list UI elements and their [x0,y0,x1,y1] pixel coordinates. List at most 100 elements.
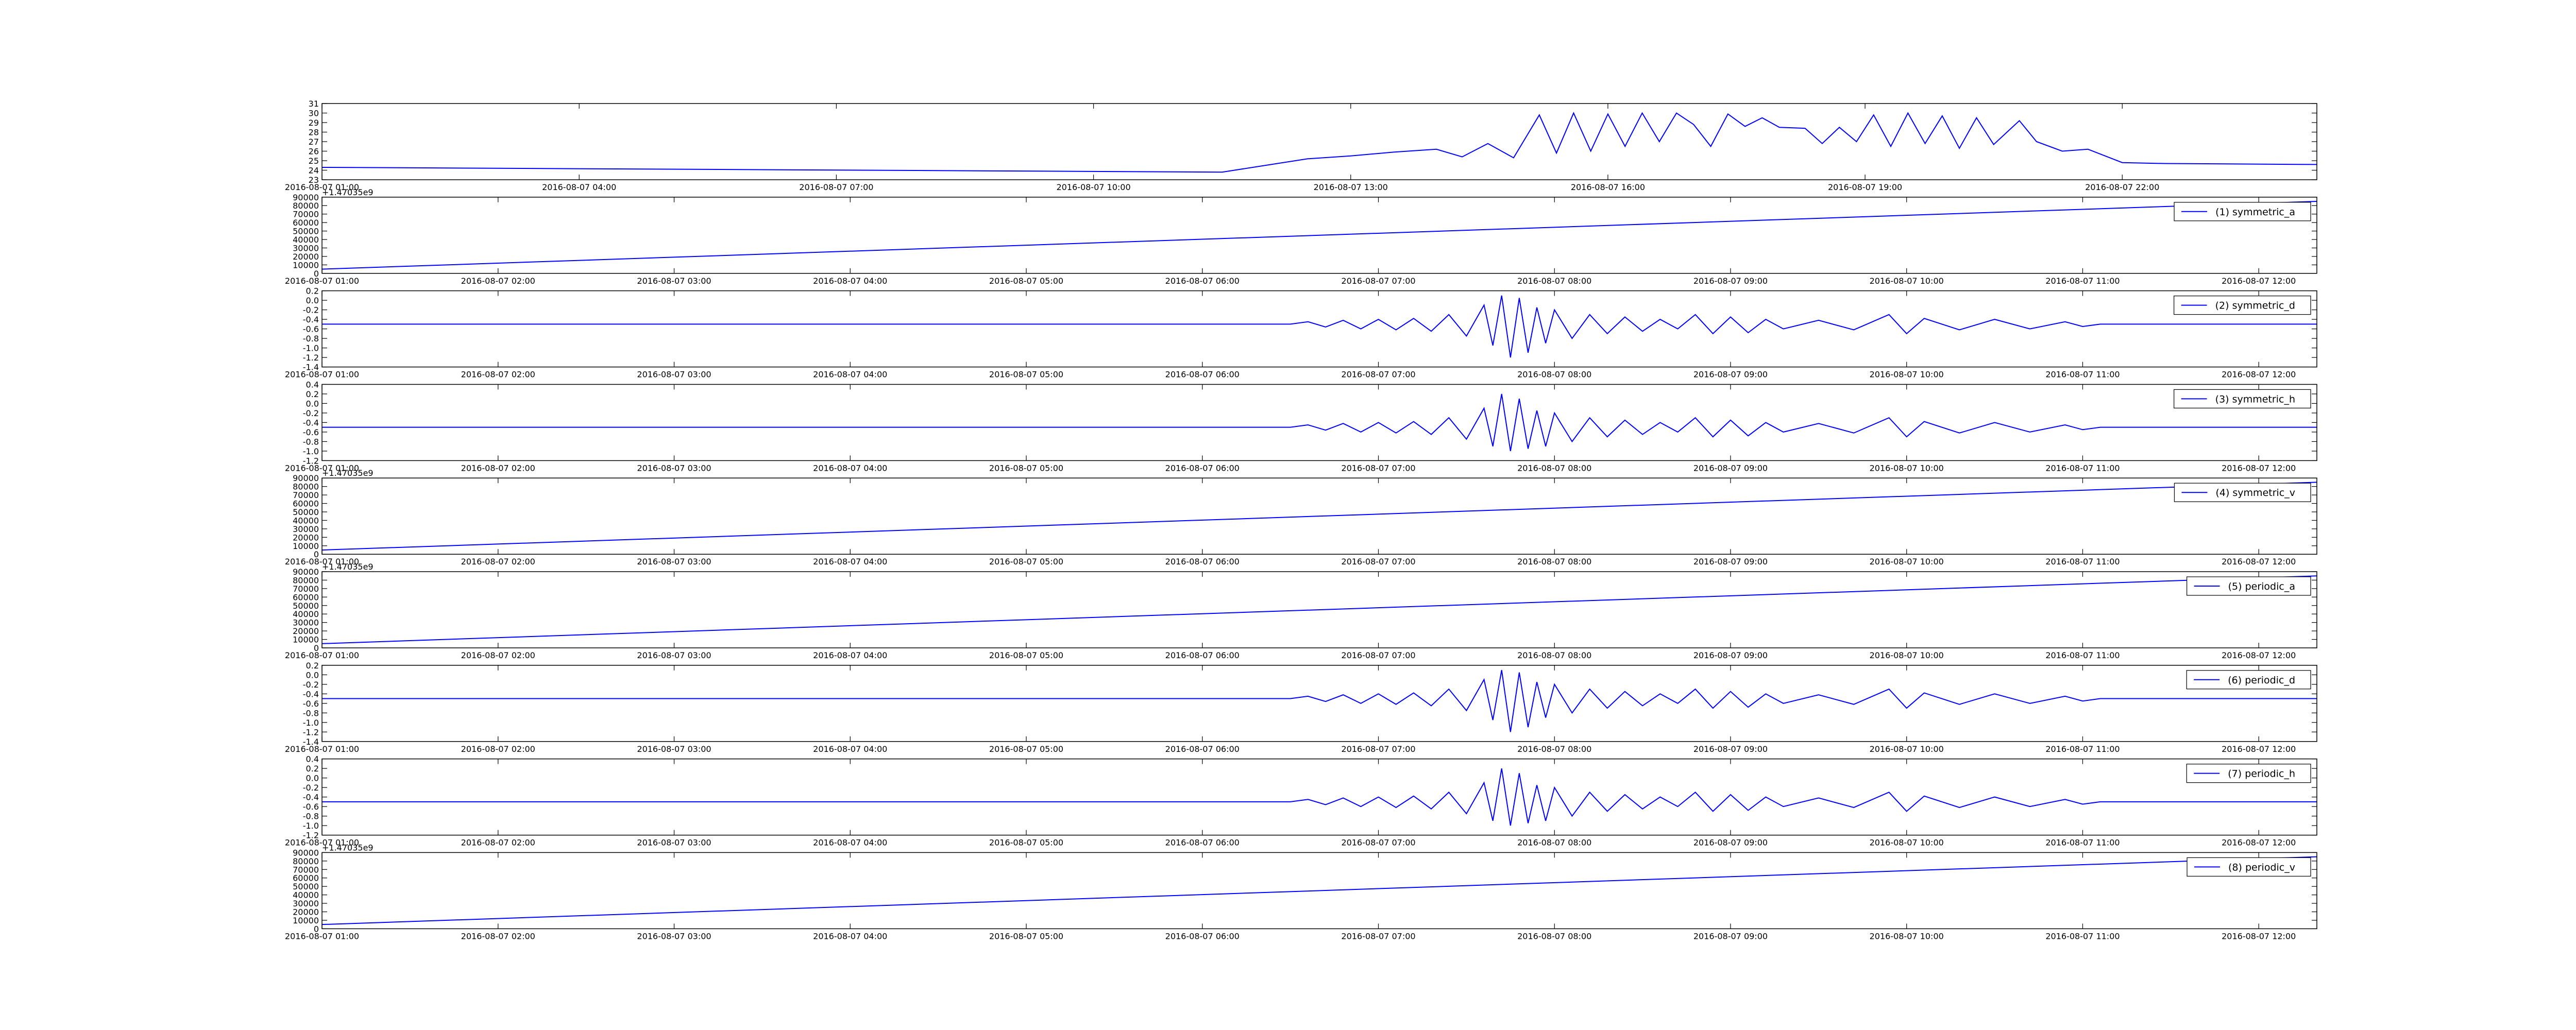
x-tick-label: 2016-08-07 09:00 [1693,650,1768,660]
axis-offset-label: +1.47035e9 [322,562,374,572]
axis-offset-label: +1.47035e9 [322,187,374,197]
x-tick-label: 2016-08-07 03:00 [637,276,711,286]
y-tick-label: 20000 [293,626,319,636]
x-tick-label: 2016-08-07 07:00 [1341,557,1415,566]
x-tick-label: 2016-08-07 08:00 [1517,463,1591,473]
y-tick-label: -0.6 [303,427,319,437]
y-tick-label: 0.4 [306,754,319,764]
x-tick-label: 2016-08-07 01:00 [285,463,359,473]
y-tick-label: 60000 [293,499,319,509]
x-tick-label: 2016-08-07 04:00 [813,744,887,754]
x-tick-label: 2016-08-07 05:00 [989,931,1063,941]
x-tick-label: 2016-08-07 09:00 [1693,370,1768,380]
x-tick-label: 2016-08-07 12:00 [2222,276,2296,286]
x-tick-label: 2016-08-07 09:00 [1693,557,1768,566]
legend-label: (2) symmetric_d [2215,300,2295,312]
subplot: -1.2-1.0-0.8-0.6-0.4-0.20.00.20.4 2016-08… [285,380,2317,473]
x-tick-label: 2016-08-07 09:00 [1693,276,1768,286]
x-tick-label: 2016-08-07 10:00 [1870,276,1944,286]
y-tick-label: 80000 [293,575,319,585]
x-tick-label: 2016-08-07 07:00 [1341,463,1415,473]
x-tick-label: 2016-08-07 12:00 [2222,557,2296,566]
x-tick-label: 2016-08-07 06:00 [1165,276,1240,286]
y-tick-label: 10000 [293,635,319,645]
subplot: -1.4-1.2-1.0-0.8-0.6-0.4-0.20.00.2 2016-0… [285,661,2317,754]
y-tick-label: 40000 [293,516,319,525]
x-tick-label: 2016-08-07 03:00 [637,650,711,660]
y-tick-label: -0.8 [303,812,319,821]
y-tick-label: 80000 [293,201,319,211]
y-tick-label: -0.2 [303,783,319,793]
legend: (1) symmetric_a [2174,202,2311,221]
y-tick-label: -1.2 [303,456,319,466]
y-tick-label: 0 [314,269,319,279]
series-line [322,768,2317,826]
y-tick-label: 80000 [293,856,319,866]
axes-frame [321,197,2317,274]
y-tick-label: 27 [309,137,319,147]
x-tick-label: 2016-08-07 04:00 [813,463,887,473]
x-tick-label: 2016-08-07 06:00 [1165,557,1240,566]
series-line [322,295,2317,358]
y-tick-label: -0.6 [303,324,319,334]
y-tick-label: 80000 [293,482,319,492]
x-tick-label: 2016-08-07 10:00 [1870,744,1944,754]
legend: (4) symmetric_v [2174,483,2311,502]
x-tick-label: 2016-08-07 02:00 [461,931,535,941]
y-tick-label: 60000 [293,873,319,883]
subplot: -1.2-1.0-0.8-0.6-0.4-0.20.00.20.4 2016-08… [285,754,2317,848]
x-tick-label: 2016-08-07 12:00 [2222,838,2296,848]
subplot: 0100002000030000400005000060000700008000… [285,843,2317,941]
x-tick-label: 2016-08-07 04:00 [813,370,887,380]
series-line [322,112,2317,173]
x-tick-label: 2016-08-07 08:00 [1517,557,1591,566]
x-tick-label: 2016-08-07 01:00 [285,370,359,380]
subplot: 0100002000030000400005000060000700008000… [285,468,2317,566]
plot-area [322,670,2317,732]
x-tick-label: 2016-08-07 10:00 [1870,650,1944,660]
x-tick-label: 2016-08-07 07:00 [1341,650,1415,660]
plot-area [322,112,2317,173]
y-tick-label: 0.4 [306,380,319,389]
y-tick-label: 50000 [293,882,319,891]
x-tick-label: 2016-08-07 11:00 [2045,557,2120,566]
x-tick-label: 2016-08-07 07:00 [1341,744,1415,754]
x-tick-label: 2016-08-07 05:00 [989,744,1063,754]
y-tick-label: -0.4 [303,315,319,324]
plot-area [322,768,2317,826]
y-tick-label: 30000 [293,524,319,534]
y-tick-label: -0.2 [303,680,319,690]
x-tick-label: 2016-08-07 09:00 [1693,838,1768,848]
y-tick-label: -0.8 [303,708,319,718]
legend-label: (8) periodic_v [2228,862,2295,873]
y-tick-label: 23 [309,175,319,185]
plot-area [322,201,2317,270]
x-tick-label: 2016-08-07 01:00 [285,931,359,941]
y-tick-label: 30000 [293,899,319,908]
y-tick-label: 40000 [293,609,319,619]
legend: (5) periodic_a [2187,576,2311,596]
x-tick-label: 2016-08-07 12:00 [2222,463,2296,473]
x-tick-label: 2016-08-07 12:00 [2222,370,2296,380]
x-tick-label: 2016-08-07 09:00 [1693,463,1768,473]
y-tick-label: 0.0 [306,399,319,408]
x-tick-label: 2016-08-07 10:00 [1056,182,1130,192]
y-tick-label: -1.2 [303,727,319,737]
x-tick-label: 2016-08-07 09:00 [1693,931,1768,941]
y-tick-label: 70000 [293,490,319,500]
series-line [322,393,2317,452]
x-tick-label: 2016-08-07 01:00 [285,557,359,566]
y-tick-label: 24 [309,166,319,176]
y-tick-label: 31 [309,99,319,109]
y-tick-label: 50000 [293,507,319,517]
y-tick-label: -1.0 [303,447,319,456]
y-tick-label: 70000 [293,210,319,219]
x-tick-label: 2016-08-07 07:00 [1341,931,1415,941]
x-tick-label: 2016-08-07 12:00 [2222,931,2296,941]
x-tick-label: 2016-08-07 02:00 [461,370,535,380]
x-tick-label: 2016-08-07 01:00 [285,276,359,286]
axes-frame [321,477,2317,555]
y-tick-label: 90000 [293,567,319,577]
x-tick-label: 2016-08-07 10:00 [1870,557,1944,566]
axes-frame [321,571,2317,648]
